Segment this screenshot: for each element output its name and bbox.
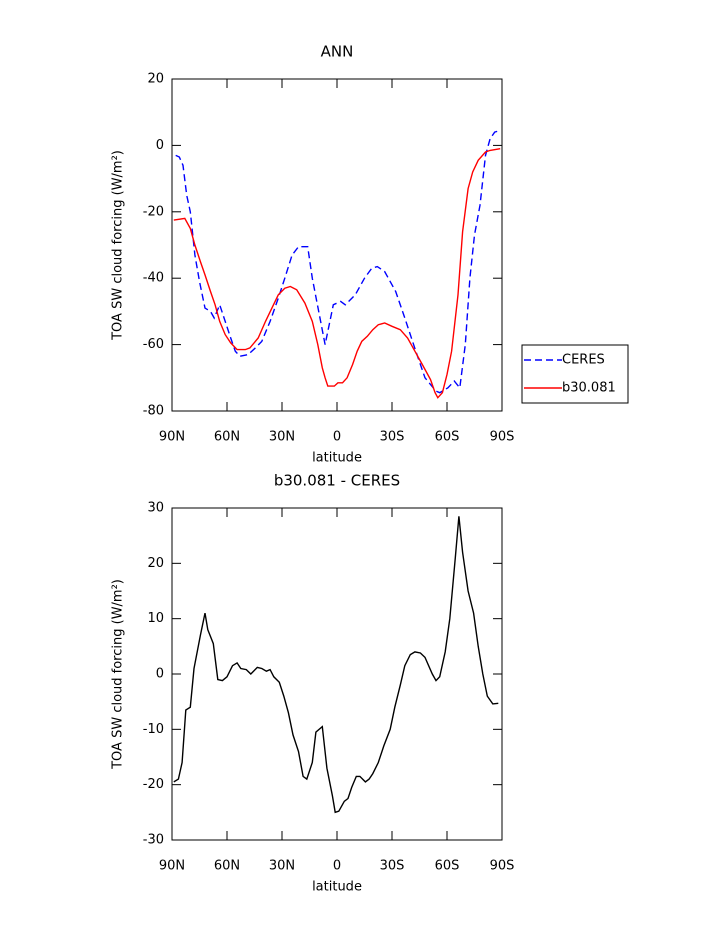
x-tick-label: 60S bbox=[435, 430, 460, 445]
y-tick-label: 30 bbox=[147, 501, 164, 516]
plot-frame bbox=[171, 507, 503, 841]
y-tick-label: -30 bbox=[143, 833, 164, 848]
legend-label: CERES bbox=[562, 353, 605, 368]
chart-title: ANN bbox=[321, 43, 354, 61]
x-axis-label: latitude bbox=[312, 880, 362, 895]
x-tick-label: 30N bbox=[269, 859, 295, 874]
x-tick-label: 30S bbox=[380, 859, 405, 874]
y-tick-label: 20 bbox=[147, 72, 164, 87]
x-tick-label: 90S bbox=[490, 430, 515, 445]
y-tick-label: -20 bbox=[143, 777, 164, 792]
y-tick-label: -40 bbox=[143, 271, 164, 286]
x-tick-label: 90N bbox=[159, 859, 185, 874]
legend-box bbox=[521, 344, 629, 404]
x-tick-label: 60N bbox=[214, 859, 240, 874]
data-line bbox=[175, 129, 501, 394]
y-tick-label: -80 bbox=[143, 404, 164, 419]
chart-title: b30.081 - CERES bbox=[274, 472, 400, 490]
legend-label: b30.081 bbox=[562, 381, 616, 396]
y-tick-label: 0 bbox=[156, 667, 164, 682]
y-tick-label: -20 bbox=[143, 204, 164, 219]
y-axis-label: TOA SW cloud forcing (W/m²) bbox=[111, 579, 126, 770]
y-tick-label: 20 bbox=[147, 556, 164, 571]
x-tick-label: 60N bbox=[214, 430, 240, 445]
x-tick-label: 0 bbox=[333, 859, 341, 874]
x-tick-label: 90N bbox=[159, 430, 185, 445]
x-tick-label: 90S bbox=[490, 859, 515, 874]
plot-frame bbox=[171, 78, 503, 412]
data-line bbox=[173, 148, 501, 399]
y-tick-label: 0 bbox=[156, 138, 164, 153]
x-tick-label: 30S bbox=[380, 430, 405, 445]
y-tick-label: -10 bbox=[143, 722, 164, 737]
y-tick-label: -60 bbox=[143, 337, 164, 352]
data-line bbox=[173, 516, 499, 814]
y-axis-label: TOA SW cloud forcing (W/m²) bbox=[111, 150, 126, 341]
y-tick-label: 10 bbox=[147, 611, 164, 626]
x-tick-label: 60S bbox=[435, 859, 460, 874]
x-tick-label: 30N bbox=[269, 430, 295, 445]
x-axis-label: latitude bbox=[312, 451, 362, 466]
x-tick-label: 0 bbox=[333, 430, 341, 445]
